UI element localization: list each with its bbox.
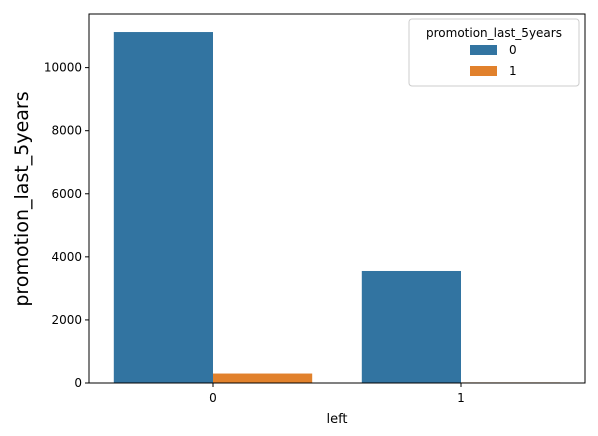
y-tick-label: 0 (74, 376, 82, 390)
y-tick-label: 10000 (44, 61, 82, 75)
legend-title: promotion_last_5years (426, 26, 562, 40)
plot-frame (88, 13, 586, 384)
x-tick-label: 1 (457, 391, 465, 405)
y-axis-label: promotion_last_5years (11, 91, 33, 306)
bar-hue-1-cat-0 (213, 373, 313, 383)
y-axis: 0 2000 4000 6000 8000 10000 (44, 61, 89, 390)
x-tick-label: 0 (209, 391, 217, 405)
legend-swatch-0 (470, 45, 497, 55)
y-tick-label: 8000 (51, 124, 82, 138)
legend: promotion_last_5years 0 1 (408, 18, 580, 87)
bar-hue-0-cat-0 (113, 32, 213, 383)
legend-label-1: 1 (509, 64, 517, 78)
y-tick-label: 2000 (51, 313, 82, 327)
x-axis-label: left (326, 412, 347, 427)
bar-hue-0-cat-1 (361, 270, 461, 383)
legend-swatch-1 (470, 66, 497, 76)
y-tick-label: 6000 (51, 187, 82, 201)
legend-label-0: 0 (509, 43, 517, 57)
bars-group (113, 32, 561, 383)
y-tick-label: 4000 (51, 250, 82, 264)
